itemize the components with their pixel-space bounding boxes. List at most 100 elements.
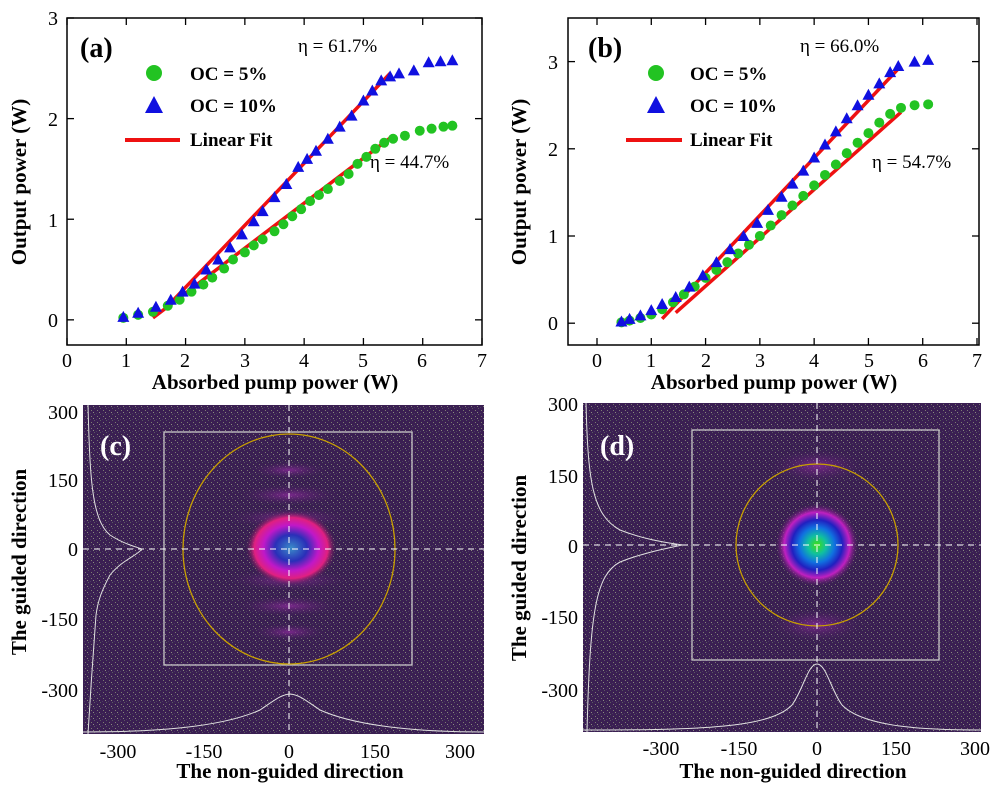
legend-oc10-marker [647,96,665,113]
fringe-lobe [249,461,329,479]
efficiency-annotation: η = 61.7% [298,36,377,57]
y-axis-label: Output power (W) [507,99,531,265]
x-tick-label: -150 [721,738,758,760]
data-point-oc10 [873,77,886,89]
data-point-oc5 [765,220,776,231]
data-point-oc5 [414,125,425,136]
tick-marks [568,18,979,345]
x-tick-label: 6 [918,350,928,372]
data-point-oc10 [321,132,334,144]
data-point-oc5 [334,175,345,186]
y-tick-label: 3 [48,8,58,30]
data-point-oc5 [198,279,209,290]
data-point-oc10 [384,70,397,82]
data-point-oc5 [909,100,920,111]
vertical-profile-curve [585,402,683,733]
data-point-oc5 [809,180,820,191]
data-point-oc5 [322,184,333,195]
data-point-oc5 [798,190,809,201]
data-point-oc5 [722,257,733,268]
x-tick-labels: 0 1 2 3 4 5 6 7 [62,350,487,372]
data-point-oc5 [399,130,410,141]
data-point-oc5 [711,265,722,276]
data-point-oc10 [797,164,810,176]
data-point-oc10 [224,241,237,253]
x-tick-label: 3 [755,350,765,372]
x-tick-label: 0 [592,350,602,372]
y-tick-label: 0 [548,313,558,335]
legend-oc10-label: OC = 10% [690,96,777,117]
data-point-oc10 [656,298,669,310]
data-marks [615,53,935,328]
x-tick-label: 5 [864,350,874,372]
legend-oc5-label: OC = 5% [690,64,767,85]
data-point-oc5 [896,102,906,113]
data-point-oc10 [623,312,636,324]
data-point-oc10 [724,243,736,255]
efficiency-annotation: η = 44.7% [370,152,449,173]
y-tick-label: 0 [48,310,58,332]
x-tick-label: 300 [960,738,990,760]
data-point-oc10 [808,151,821,163]
data-point-oc5 [787,200,798,211]
y-tick-label: 2 [548,139,558,161]
x-tick-label: 0 [812,738,822,760]
legend-oc10-label: OC = 10% [190,96,277,117]
data-point-oc5 [296,204,307,215]
data-point-oc5 [269,226,280,237]
x-tick-labels: -300 -150 0 150 300 [100,741,475,763]
data-point-oc10 [301,152,314,164]
data-point-oc10 [669,291,682,303]
data-point-oc10 [117,310,130,322]
data-point-oc10 [212,253,225,265]
plot-frame [66,17,483,346]
data-point-oc10 [422,56,435,68]
data-point-oc5 [174,294,185,305]
y-tick-label: 3 [548,52,558,74]
data-point-oc10 [851,99,864,111]
data-point-oc5 [830,159,841,170]
data-point-oc5 [287,211,298,222]
legend-oc5-marker [648,65,664,81]
data-point-oc10 [710,256,723,268]
data-point-oc10 [176,285,189,297]
data-point-oc5 [257,234,268,245]
y-tick-labels: 300 150 0 -150 -300 [41,402,78,702]
data-point-oc5 [370,143,381,154]
data-point-oc10 [407,64,420,76]
x-tick-label: 2 [701,350,711,372]
data-point-oc10 [922,53,935,65]
x-tick-label: 150 [881,738,911,760]
efficiency-annotation: η = 66.0% [800,36,879,57]
y-tick-label: 0 [568,536,578,558]
data-point-oc5 [207,272,218,283]
x-tick-label: 0 [62,350,72,372]
y-tick-labels: 0 1 2 3 [548,52,558,335]
x-tick-label: 0 [284,741,294,763]
x-tick-label: 4 [299,350,309,372]
beam-spot [245,510,337,586]
y-axis-label: Output power (W) [7,99,31,265]
data-point-oc10 [333,120,346,132]
data-point-oc10 [310,144,322,156]
data-point-oc10 [256,205,269,217]
legend-fit-label: Linear Fit [190,130,273,151]
data-point-oc5 [733,248,744,259]
data-point-oc10 [200,263,213,275]
data-point-oc10 [737,230,750,241]
data-point-oc5 [438,121,449,132]
data-point-oc10 [393,67,405,79]
data-point-oc10 [840,112,853,124]
data-point-oc10 [235,228,248,240]
tick-marks [66,17,483,345]
x-axis-label: The non-guided direction [679,759,906,783]
data-point-oc10 [751,216,764,228]
data-point-oc5 [186,286,197,297]
data-point-oc10 [280,178,293,190]
data-point-oc5 [776,210,787,221]
x-tick-labels: 0 1 2 3 4 5 6 7 [592,350,982,372]
y-tick-labels: 0 1 2 3 [48,8,58,332]
data-point-oc10 [634,309,647,321]
x-tick-label: -150 [186,741,223,763]
y-axis-label: The guided direction [507,475,531,662]
